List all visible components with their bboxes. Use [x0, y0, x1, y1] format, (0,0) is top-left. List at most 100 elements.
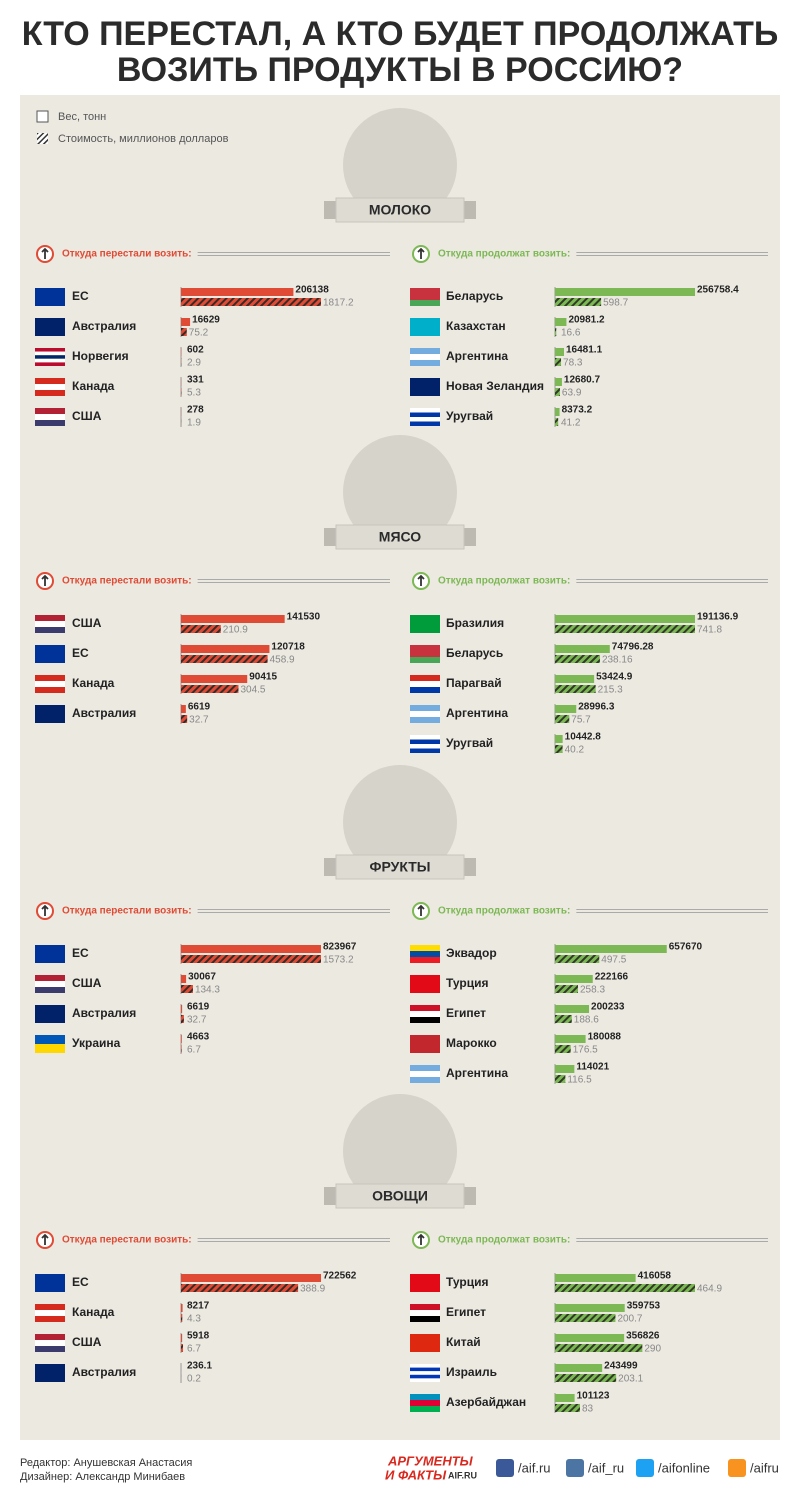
legend-label: Стоимость, миллионов долларов: [58, 133, 229, 145]
flag: [410, 1334, 440, 1352]
flag: [410, 408, 440, 413]
flag: [35, 621, 65, 627]
weight-bar: [181, 288, 294, 296]
flag: [410, 354, 440, 360]
cost-label: 75.2: [189, 328, 209, 339]
weight-label: 243499: [604, 1361, 638, 1372]
country-name: Канада: [72, 379, 115, 393]
banner: [335, 854, 465, 880]
flag: [410, 957, 440, 963]
panel-title: Откуда продолжат возить:: [438, 576, 570, 587]
weight-label: 6619: [187, 1002, 210, 1013]
flag: [410, 1077, 440, 1083]
flag: [410, 744, 440, 749]
country-name: Турция: [446, 1275, 488, 1289]
flag: [410, 1011, 440, 1017]
weight-label: 120718: [271, 642, 305, 653]
flag: [410, 1071, 440, 1077]
social-icon[interactable]: [566, 1459, 584, 1477]
weight-bar: [181, 1334, 183, 1342]
panel-title: Откуда продолжат возить:: [438, 249, 570, 260]
flag: [410, 1316, 440, 1322]
flag: [35, 1346, 65, 1352]
panel-arrow: [41, 1233, 49, 1245]
country-name: Азербайджан: [446, 1395, 526, 1409]
weight-label: 722562: [323, 1271, 357, 1282]
flag: [410, 739, 440, 744]
weight-label: 10442.8: [565, 732, 602, 743]
cost-label: 16.6: [561, 328, 581, 339]
social-link[interactable]: /aifru: [750, 1460, 779, 1475]
weight-label: 191136.9: [697, 612, 739, 623]
weight-label: 4663: [187, 1032, 210, 1043]
country-name: Уругвай: [446, 736, 493, 750]
country-name: Новая Зеландия: [446, 379, 544, 393]
social-icon[interactable]: [728, 1459, 746, 1477]
flag: [35, 1340, 65, 1346]
weight-label: 206138: [295, 285, 329, 296]
cost-bar: [555, 985, 578, 993]
cost-bar: [555, 955, 600, 963]
weight-label: 180088: [588, 1032, 622, 1043]
panel-arrow: [41, 904, 49, 916]
cost-label: 188.6: [574, 1015, 599, 1026]
cost-bar: [555, 655, 600, 663]
flag: [35, 408, 65, 414]
weight-bar: [181, 945, 321, 953]
flag: [35, 358, 65, 363]
panel-arrow: [41, 247, 49, 259]
cost-bar: [181, 328, 187, 336]
panel-title: Откуда перестали возить:: [62, 576, 192, 587]
social-icon[interactable]: [636, 1459, 654, 1477]
flag: [410, 1374, 440, 1379]
logo: И ФАКТЫ: [385, 1467, 447, 1482]
weight-bar: [555, 1035, 586, 1043]
flag: [410, 1017, 440, 1023]
cost-bar: [181, 1045, 182, 1053]
flag: [35, 627, 65, 633]
weight-bar: [181, 1005, 183, 1013]
country-name: Австралия: [72, 706, 136, 720]
weight-bar: [555, 945, 667, 953]
cost-bar: [555, 1374, 617, 1382]
country-name: Беларусь: [446, 646, 503, 660]
social-icon[interactable]: [496, 1459, 514, 1477]
weight-label: 359753: [627, 1301, 661, 1312]
social-link[interactable]: /aif.ru: [518, 1460, 551, 1475]
flag: [410, 300, 440, 306]
flag: [410, 378, 440, 396]
flag: [410, 1400, 440, 1406]
weight-label: 30067: [188, 972, 216, 983]
cost-label: 497.5: [601, 955, 626, 966]
cost-bar: [181, 685, 239, 693]
flag: [35, 348, 65, 352]
flag: [35, 1274, 65, 1292]
weight-label: 12680.7: [564, 375, 601, 386]
social-link[interactable]: /aif_ru: [588, 1460, 624, 1475]
country-name: Канада: [72, 1305, 115, 1319]
cost-label: 741.8: [697, 625, 722, 636]
weight-label: 331: [187, 375, 204, 386]
country-name: Казахстан: [446, 319, 506, 333]
flag: [35, 681, 65, 687]
banner: [335, 197, 465, 223]
icon-circle: [343, 1094, 457, 1208]
weight-label: 222166: [595, 972, 629, 983]
weight-bar: [555, 975, 593, 983]
panel-arrow: [417, 574, 425, 586]
weight-bar: [181, 975, 187, 983]
logo: AIF.RU: [448, 1470, 477, 1480]
weight-bar: [555, 1364, 603, 1372]
weight-bar: [555, 1274, 636, 1282]
weight-label: 8373.2: [562, 405, 593, 416]
weight-label: 200233: [591, 1002, 625, 1013]
flag: [410, 975, 440, 993]
legend-swatch: [36, 110, 49, 123]
cost-label: 0.2: [187, 1374, 201, 1385]
flag: [410, 1310, 440, 1316]
weight-label: 356826: [626, 1331, 660, 1342]
social-link[interactable]: /aifonline: [658, 1460, 710, 1475]
weight-bar: [555, 1394, 575, 1402]
country-name: Канада: [72, 676, 115, 690]
